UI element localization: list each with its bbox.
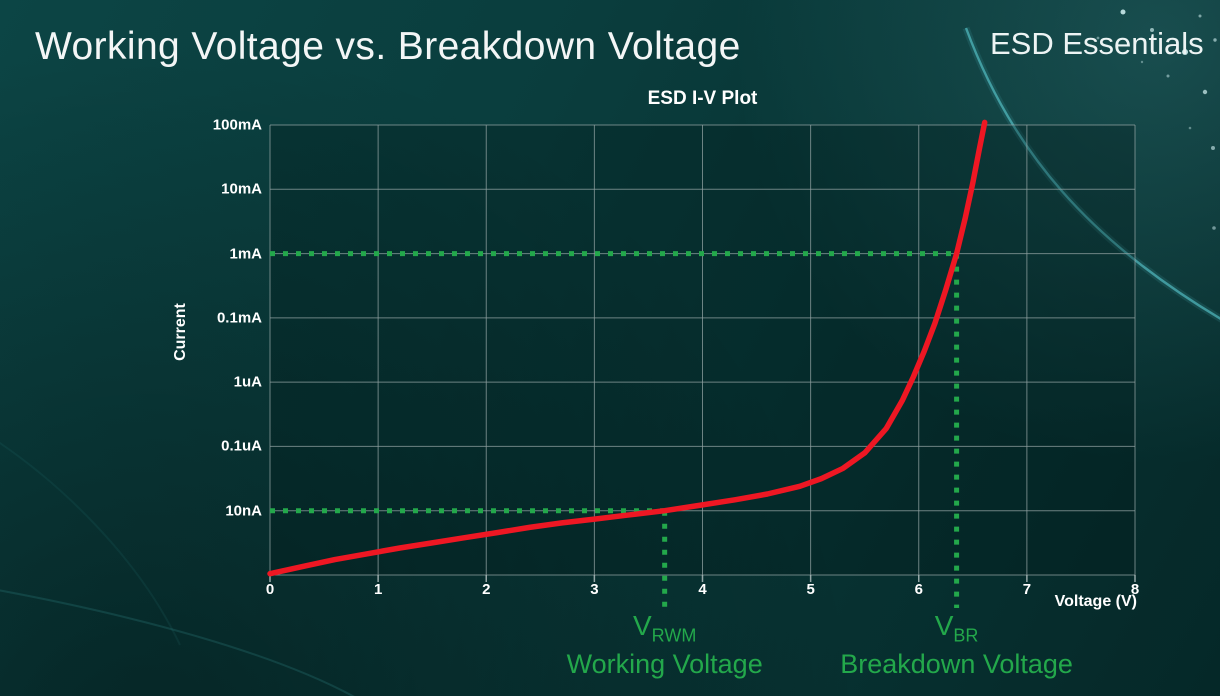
vrwm-symbol: V xyxy=(632,610,652,641)
decorative-curve xyxy=(0,441,181,646)
page-title: Working Voltage vs. Breakdown Voltage xyxy=(35,25,741,68)
x-tick-label: 0 xyxy=(265,581,275,598)
x-tick-label: 7 xyxy=(1022,581,1032,598)
vbr-label: VBR xyxy=(840,610,1073,646)
breakdown-voltage-annotation: VBR Breakdown Voltage xyxy=(840,610,1073,680)
x-tick-label: 3 xyxy=(590,581,599,598)
y-tick-label: 1mA xyxy=(229,245,262,263)
working-voltage-caption: Working Voltage xyxy=(566,649,763,680)
x-tick-label: 4 xyxy=(698,581,707,598)
vrwm-label: VRWM xyxy=(567,610,763,646)
axis-tick-marks xyxy=(269,575,1136,582)
working-voltage-annotation: VRWM Working Voltage xyxy=(567,610,763,680)
chart-title: ESD I-V Plot xyxy=(647,88,758,109)
x-axis-title: Voltage (V) xyxy=(1054,593,1137,610)
y-tick-label: 0.1mA xyxy=(216,309,262,327)
x-tick-label: 5 xyxy=(806,581,815,598)
y-tick-label: 10nA xyxy=(225,502,262,520)
breakdown-voltage-caption: Breakdown Voltage xyxy=(840,649,1073,680)
vbr-subscript: BR xyxy=(953,625,979,646)
iv-curve xyxy=(267,119,988,577)
y-tick-label: 0.1uA xyxy=(221,437,262,455)
y-tick-label: 1uA xyxy=(233,373,262,391)
vrwm-subscript: RWM xyxy=(651,625,697,646)
y-tick-label: 10mA xyxy=(221,180,262,198)
vbr-symbol: V xyxy=(934,610,954,641)
decorative-curve xyxy=(0,589,355,696)
plot-area xyxy=(267,119,1136,608)
x-tick-label: 6 xyxy=(914,581,923,598)
y-tick-label: 100mA xyxy=(212,116,262,134)
brand-text: ESD Essentials xyxy=(990,26,1204,61)
gridlines xyxy=(269,124,1136,576)
x-tick-label: 1 xyxy=(373,581,383,598)
x-tick-label: 2 xyxy=(482,581,491,598)
y-axis-title: Current xyxy=(172,303,189,361)
annotation-dotted-lines xyxy=(270,251,960,608)
